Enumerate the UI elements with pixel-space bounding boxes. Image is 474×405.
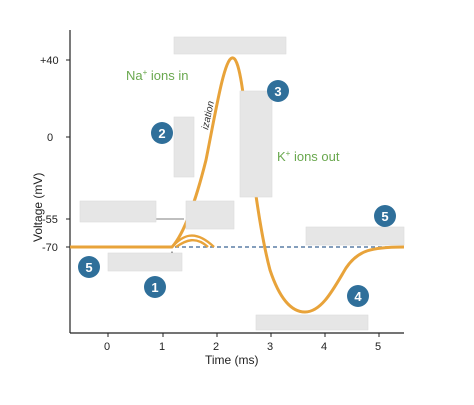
- marker-5-right-number: 5: [381, 209, 388, 224]
- label-box-threshold-region[interactable]: [185, 200, 235, 230]
- label-box-depolarization-left[interactable]: [173, 116, 195, 178]
- marker-4-circle: [347, 285, 369, 307]
- x-tick-label-3: 3: [267, 341, 273, 353]
- subthreshold-bump-small: [175, 239, 209, 248]
- marker-2: 2: [151, 122, 173, 144]
- marker-4-number: 4: [354, 289, 362, 304]
- y-tick-label-minus70: -70: [42, 242, 58, 254]
- x-tick-label-0: 0: [104, 341, 110, 353]
- y-axis-title: Voltage (mV): [31, 173, 45, 242]
- marker-2-number: 2: [158, 126, 165, 141]
- k-ions-out-label: K+ ions out: [277, 149, 340, 164]
- label-box-hyperpolarization[interactable]: [255, 314, 369, 331]
- x-axis-title: Time (ms): [205, 353, 259, 367]
- label-box-peak[interactable]: [173, 36, 287, 55]
- y-tick-label-minus55: -55: [42, 214, 58, 226]
- marker-5-left-number: 5: [85, 260, 92, 275]
- action-potential-curve: [70, 56, 405, 314]
- marker-5-right-circle: [374, 205, 396, 227]
- marker-5-right: 5: [374, 205, 396, 227]
- label-box-repolarization[interactable]: [239, 90, 273, 198]
- x-tick-label-1: 1: [159, 341, 165, 353]
- x-tick-label-2: 2: [213, 341, 219, 353]
- marker-1-circle: [144, 276, 166, 298]
- marker-5-left: 5: [78, 256, 100, 278]
- marker-3: 3: [267, 80, 289, 102]
- x-tick-label-4: 4: [321, 341, 327, 353]
- label-box-threshold[interactable]: [79, 200, 157, 223]
- marker-1: 1: [144, 276, 166, 298]
- marker-1-number: 1: [151, 280, 158, 295]
- label-box-resting-left[interactable]: [107, 252, 183, 272]
- marker-4: 4: [347, 285, 369, 307]
- marker-3-number: 3: [274, 84, 281, 99]
- marker-3-circle: [267, 80, 289, 102]
- label-box-resting-right[interactable]: [305, 226, 405, 246]
- marker-2-circle: [151, 122, 173, 144]
- y-tick-label-0: 0: [47, 132, 53, 144]
- x-tick-label-5: 5: [375, 341, 381, 353]
- na-ions-in-label: Na+ ions in: [126, 68, 189, 83]
- marker-5-left-circle: [78, 256, 100, 278]
- y-tick-label-40: +40: [40, 55, 59, 67]
